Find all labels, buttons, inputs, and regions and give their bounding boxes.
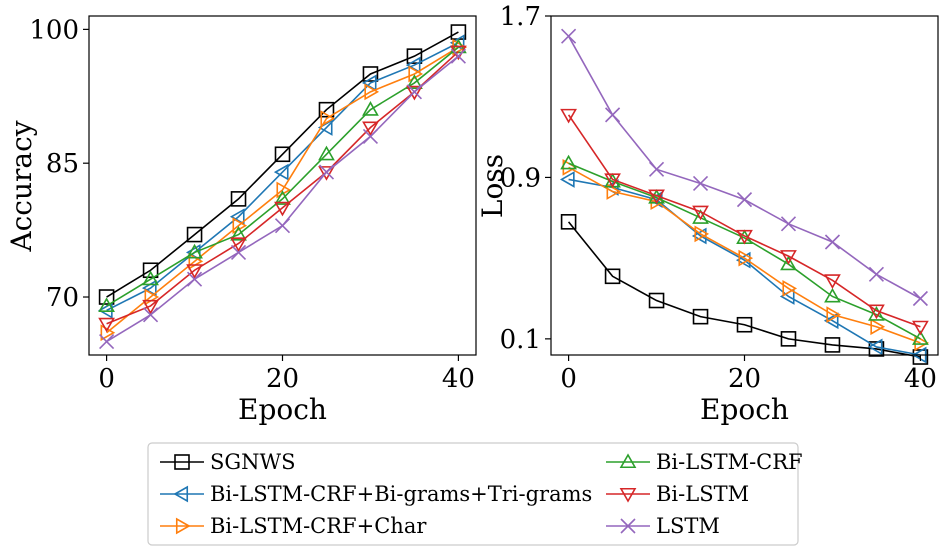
legend-entry-bi-lstm-crf-bi-grams-tri-grams: Bi-LSTM-CRF+Bi-grams+Tri-grams — [160, 482, 592, 506]
legend-label-bi-lstm: Bi-LSTM — [656, 482, 749, 506]
accuracy-line-sgnws — [107, 32, 459, 297]
accuracy-x-tick-label-40: 40 — [442, 364, 475, 394]
accuracy-x-axis-title: Epoch — [238, 393, 327, 426]
accuracy-line-bi-lstm — [107, 52, 459, 324]
loss-y-tick-label-0-1: 0.1 — [500, 325, 541, 355]
loss-line-bi-lstm — [569, 115, 921, 327]
loss-x-axis-title: Epoch — [700, 393, 789, 426]
loss-line-lstm — [569, 36, 921, 298]
accuracy-y-tick-label-100: 100 — [29, 15, 79, 45]
accuracy-chart: 0 20 40 70 85 100 Epoch Accuracy — [5, 15, 476, 426]
accuracy-point-lstm-30 — [363, 129, 377, 143]
accuracy-point-lstm-5 — [144, 308, 158, 322]
legend-label-bi-lstm-crf: Bi-LSTM-CRF — [656, 450, 803, 474]
loss-y-axis-title: Loss — [476, 154, 509, 218]
loss-point-lstm-10 — [650, 162, 664, 176]
loss-y-tick-label-1-7: 1.7 — [500, 2, 541, 32]
loss-point-lstm-35 — [869, 267, 883, 281]
legend-label-bi-lstm-crf-bi-grams-tri-grams: Bi-LSTM-CRF+Bi-grams+Tri-grams — [210, 482, 592, 506]
loss-x-tick-label-0: 0 — [560, 364, 577, 394]
loss-point-lstm-15 — [694, 176, 708, 190]
legend-label-lstm: LSTM — [656, 514, 720, 538]
loss-line-bi-lstm-crf-char — [569, 167, 921, 343]
accuracy-y-tick-label-85: 85 — [46, 149, 79, 179]
loss-point-lstm-5 — [606, 108, 620, 122]
loss-point-lstm-30 — [825, 235, 839, 249]
loss-point-lstm-20 — [738, 193, 752, 207]
loss-point-lstm-25 — [781, 217, 795, 231]
loss-x-tick-label-20: 20 — [728, 364, 761, 394]
legend: SGNWS Bi-LSTM-CRF+Bi-grams+Tri-grams Bi-LS… — [148, 443, 803, 545]
accuracy-point-lstm-15 — [232, 245, 246, 259]
loss-chart: 0 20 40 0.1 0.9 1.7 Epoch Loss — [476, 2, 938, 426]
accuracy-y-axis-title: Accuracy — [5, 120, 38, 252]
accuracy-x-tick-label-0: 0 — [98, 364, 115, 394]
legend-label-sgnws: SGNWS — [210, 450, 296, 474]
loss-point-lstm-0 — [562, 29, 576, 43]
legend-label-bi-lstm-crf-char: Bi-LSTM-CRF+Char — [210, 514, 427, 538]
accuracy-y-tick-label-70: 70 — [46, 283, 79, 313]
loss-series-bi-lstm — [562, 110, 928, 334]
loss-x-tick-label-40: 40 — [904, 364, 937, 394]
accuracy-point-sgnws-0 — [100, 290, 114, 304]
accuracy-point-lstm-20 — [276, 219, 290, 233]
loss-series-bi-lstm-crf — [562, 156, 928, 344]
accuracy-line-bi-lstm-crf-char — [107, 47, 459, 332]
loss-point-lstm-40 — [913, 292, 927, 306]
accuracy-x-tick-label-20: 20 — [266, 364, 299, 394]
accuracy-point-lstm-10 — [188, 272, 202, 286]
